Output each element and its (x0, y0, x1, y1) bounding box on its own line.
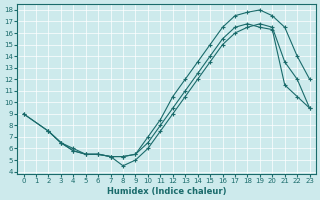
X-axis label: Humidex (Indice chaleur): Humidex (Indice chaleur) (107, 187, 226, 196)
